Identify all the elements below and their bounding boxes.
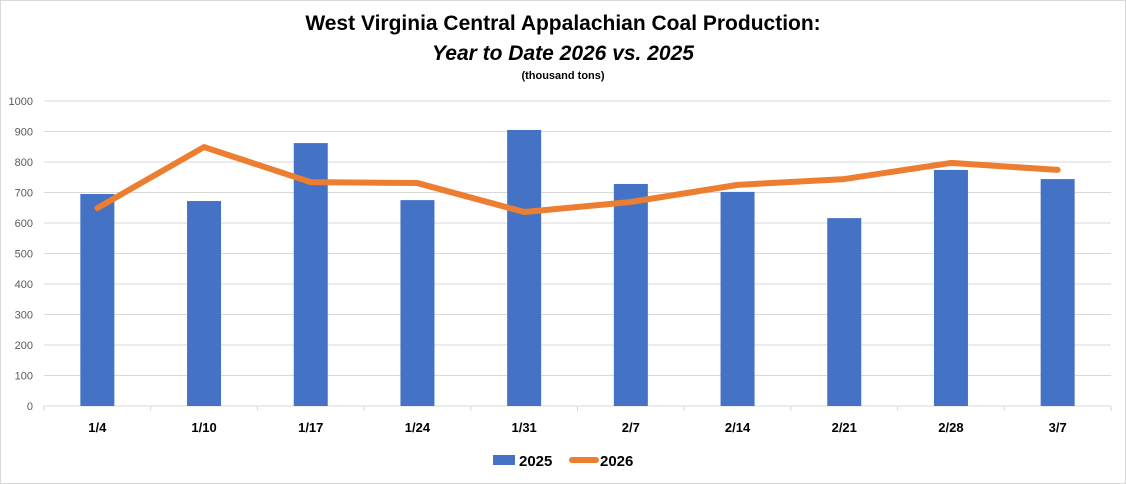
chart-units: (thousand tons) <box>521 70 605 82</box>
y-tick-label: 400 <box>15 279 33 291</box>
y-tick-label: 600 <box>15 218 33 230</box>
chart-title: West Virginia Central Appalachian Coal P… <box>305 12 821 35</box>
legend-swatch-2025 <box>493 455 515 465</box>
bar-2025 <box>293 143 328 406</box>
y-tick-label: 0 <box>27 401 33 413</box>
y-tick-label: 500 <box>15 249 33 261</box>
bar-2025 <box>827 218 862 406</box>
bar-2025 <box>933 169 968 406</box>
bar-2025 <box>720 191 755 406</box>
y-tick-label: 300 <box>15 310 33 322</box>
x-tick-label: 1/24 <box>405 420 431 435</box>
bar-2025 <box>400 200 435 406</box>
chart-subtitle: Year to Date 2026 vs. 2025 <box>432 42 694 65</box>
x-tick-label: 2/21 <box>832 420 857 435</box>
x-tick-label: 1/31 <box>511 420 536 435</box>
bar-2025 <box>507 129 542 406</box>
legend-label-2026: 2026 <box>600 453 633 470</box>
bar-2025 <box>187 201 222 406</box>
y-tick-label: 100 <box>15 371 33 383</box>
x-tick-label: 2/28 <box>938 420 963 435</box>
x-tick-label: 2/7 <box>622 420 640 435</box>
x-tick-label: 1/10 <box>191 420 216 435</box>
x-tick-label: 1/4 <box>88 420 107 435</box>
y-tick-label: 900 <box>15 127 33 139</box>
legend-label-2025: 2025 <box>519 453 552 470</box>
y-tick-label: 200 <box>15 340 33 352</box>
line-2026 <box>94 144 1061 216</box>
x-tick-label: 1/17 <box>298 420 323 435</box>
bar-2025 <box>80 194 115 406</box>
x-tick-label: 3/7 <box>1049 420 1067 435</box>
y-tick-label: 1000 <box>9 96 33 108</box>
x-tick-label: 2/14 <box>725 420 751 435</box>
y-tick-label: 800 <box>15 157 33 169</box>
bar-2025 <box>613 183 648 406</box>
bar-2025 <box>1040 179 1075 406</box>
y-tick-label: 700 <box>15 188 33 200</box>
